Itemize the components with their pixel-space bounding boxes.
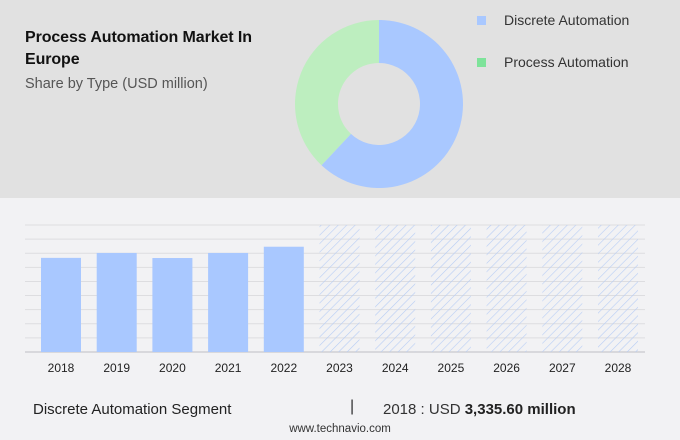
x-tick-label: 2018	[48, 361, 75, 375]
x-tick-label: 2022	[270, 361, 297, 375]
forecast-bar-2026[interactable]	[486, 225, 527, 352]
x-tick-label: 2025	[438, 361, 465, 375]
legend-swatch-icon	[477, 57, 486, 67]
forecast-bar-2023[interactable]	[319, 225, 360, 352]
segment-label: Discrete Automation Segment	[33, 401, 232, 418]
bar-2018[interactable]	[41, 257, 81, 352]
forecast-bar-2024[interactable]	[375, 225, 416, 352]
x-axis-labels: 2018 2019 2020 2021 2022 2023 2024 2025 2026 2027…	[48, 361, 632, 375]
donut-chart	[294, 20, 463, 188]
bar-series	[41, 225, 638, 352]
legend-swatch-icon	[477, 15, 486, 25]
legend-label: Discrete Automation	[504, 12, 630, 28]
bar-chart: 2018 2019 2020 2021 2022 2023 2024 2025 2026 2027…	[25, 224, 645, 375]
x-tick-label: 2021	[215, 361, 242, 375]
bar-2020[interactable]	[152, 258, 193, 352]
forecast-bar-2025[interactable]	[430, 225, 471, 352]
x-tick-label: 2024	[382, 361, 409, 375]
x-tick-label: 2019	[103, 361, 130, 375]
bar-2019[interactable]	[96, 252, 137, 352]
x-tick-label: 2027	[549, 361, 576, 375]
segment-value-amount: 3,335.60 million	[464, 401, 576, 418]
summary-panel: Process Automation Market In Europe Shar…	[0, 0, 680, 198]
segment-value: 2018 : USD 3,335.60 million	[383, 401, 576, 418]
bar-2021[interactable]	[208, 252, 249, 352]
forecast-bar-2027[interactable]	[542, 225, 583, 352]
bar-2022[interactable]	[263, 246, 304, 352]
legend-item-discrete-automation[interactable]: Discrete Automation	[475, 10, 629, 30]
segment-value-prefix: 2018 : USD	[383, 401, 465, 418]
legend-item-process-automation[interactable]: Process Automation	[475, 52, 629, 72]
x-tick-label: 2023	[326, 361, 353, 375]
donut-slice-process-automation[interactable]	[294, 20, 379, 166]
x-tick-label: 2028	[605, 361, 632, 375]
source-url[interactable]: www.technavio.com	[289, 423, 391, 435]
x-tick-label: 2026	[493, 361, 520, 375]
chart-subtitle: Share by Type (USD million)	[25, 76, 208, 92]
x-tick-label: 2020	[159, 361, 186, 375]
chart-title: Process Automation Market In Europe	[25, 29, 252, 68]
forecast-bar-2028[interactable]	[598, 225, 638, 352]
donut-slice-discrete-automation[interactable]	[321, 20, 463, 188]
legend-label: Process Automation	[504, 54, 629, 70]
separator: |	[350, 398, 355, 415]
